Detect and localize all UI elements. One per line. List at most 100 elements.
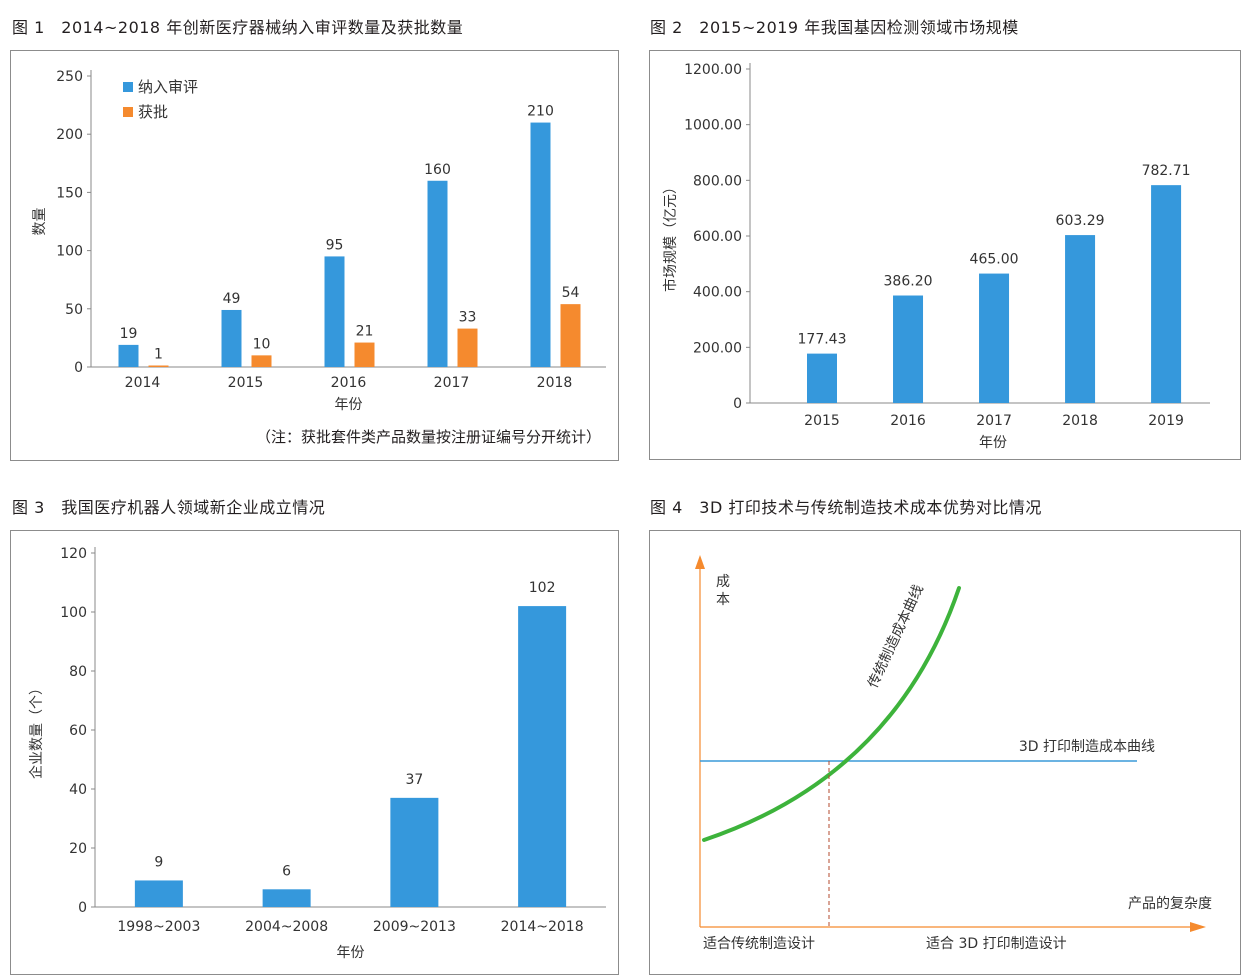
x-tick-label: 2015 xyxy=(228,375,264,391)
x-tick-label: 2009~2013 xyxy=(373,919,456,935)
bar-review xyxy=(530,122,551,367)
data-label: 465.00 xyxy=(970,252,1019,268)
y-tick-label: 800.00 xyxy=(693,173,742,189)
bar-market-size xyxy=(1065,235,1096,403)
figure-1-caption: 图 1 2014~2018 年创新医疗器械纳入审评数量及获批数量 xyxy=(12,18,464,37)
y-tick-label: 40 xyxy=(69,782,87,798)
data-label: 102 xyxy=(529,580,556,596)
y-tick-label: 0 xyxy=(733,396,742,412)
y-axis-arrow xyxy=(695,555,705,569)
y-tick-label: 80 xyxy=(69,664,87,680)
bar-review xyxy=(221,309,242,367)
bar-approved xyxy=(148,365,169,367)
bar-company-count xyxy=(262,889,311,907)
bar-approved xyxy=(251,355,272,367)
figure-1-panel: 0 50 100 150 200 250 2014 19 1 2015 49 10 2016 95 21 20… xyxy=(10,50,619,461)
data-label: 49 xyxy=(223,291,241,307)
y-tick-label: 250 xyxy=(56,69,83,85)
bar-review xyxy=(324,256,345,367)
x-tick-label: 2018 xyxy=(1062,413,1098,429)
legend-swatch xyxy=(123,107,133,117)
legend-swatch xyxy=(123,82,133,92)
series-line-traditional xyxy=(702,586,961,842)
legend-label: 获批 xyxy=(138,103,168,121)
y-tick-label: 1000.00 xyxy=(684,118,742,134)
chart-note: （注：获批套件类产品数量按注册证编号分开统计） xyxy=(256,428,601,446)
data-label: 95 xyxy=(326,237,344,253)
data-label: 9 xyxy=(154,854,163,870)
bar-market-size xyxy=(979,273,1010,403)
y-tick-label: 50 xyxy=(65,302,83,318)
figure-2-caption: 图 2 2015~2019 年我国基因检测领域市场规模 xyxy=(650,18,1019,37)
data-label: 210 xyxy=(527,104,554,120)
bar-approved xyxy=(560,304,581,367)
figure-1-chart: 0 50 100 150 200 250 2014 19 1 2015 49 10 2016 95 21 20… xyxy=(32,69,606,446)
y-tick-label: 60 xyxy=(69,723,87,739)
x-axis-title: 年份 xyxy=(335,397,363,413)
x-tick-label: 2016 xyxy=(331,375,367,391)
y-tick-label: 0 xyxy=(74,360,83,376)
x-tick-label: 2018 xyxy=(537,375,573,391)
data-label: 21 xyxy=(356,324,374,340)
data-label: 782.71 xyxy=(1142,163,1191,179)
bar-approved xyxy=(354,342,375,367)
data-label: 386.20 xyxy=(884,274,933,290)
data-label: 177.43 xyxy=(798,332,847,348)
y-tick-label: 200 xyxy=(56,127,83,143)
figure-2-panel: 0 200.00 400.00 600.00 800.00 1000.00 1200.00 1… xyxy=(649,50,1241,460)
bar-review xyxy=(118,344,139,367)
figure-3-chart: 0 20 40 60 80 100 120 9 1998~2003 6 2004~2008 37 200… xyxy=(28,546,606,961)
x-tick-label: 2014 xyxy=(125,375,161,391)
bar-market-size xyxy=(1151,185,1182,403)
x-axis-title: 年份 xyxy=(337,945,365,961)
figure-2-chart: 0 200.00 400.00 600.00 800.00 1000.00 1200.00 1… xyxy=(662,62,1210,451)
bar-company-count xyxy=(390,797,439,907)
data-label: 10 xyxy=(253,336,271,352)
x-tick-label: 2015 xyxy=(804,413,840,429)
x-axis-title: 产品的复杂度 xyxy=(1128,895,1212,912)
y-tick-label: 0 xyxy=(78,900,87,916)
y-tick-label: 1200.00 xyxy=(684,62,742,78)
bar-company-count xyxy=(134,880,183,907)
series-label-3d-printing: 3D 打印制造成本曲线 xyxy=(1019,738,1155,755)
data-label: 160 xyxy=(424,162,451,178)
y-axis-title: 数量 xyxy=(32,208,48,236)
bar-company-count xyxy=(518,606,567,907)
y-axis-title: 企业数量（个） xyxy=(28,681,45,779)
x-tick-label: 1998~2003 xyxy=(117,919,200,935)
y-tick-label: 100 xyxy=(60,605,87,621)
data-label: 54 xyxy=(562,285,580,301)
figure-3-panel: 0 20 40 60 80 100 120 9 1998~2003 6 2004~2008 37 200… xyxy=(10,530,619,975)
x-tick-label: 2004~2008 xyxy=(245,919,328,935)
region-label-3d-printing: 适合 3D 打印制造设计 xyxy=(926,935,1067,952)
y-tick-label: 100 xyxy=(56,244,83,260)
x-tick-label: 2016 xyxy=(890,413,926,429)
x-tick-label: 2017 xyxy=(434,375,470,391)
y-tick-label: 150 xyxy=(56,185,83,201)
y-axis-title-part: 成 xyxy=(716,574,730,590)
y-axis-title: 市场规模（亿元） xyxy=(662,180,679,292)
x-axis-title: 年份 xyxy=(979,435,1007,451)
y-tick-label: 20 xyxy=(69,841,87,857)
figure-4-panel: 成本产品的复杂度 3D 打印制造成本曲线 传统制造成本曲线 适合传统制造设计 适合 3D… xyxy=(649,530,1241,975)
bar-market-size xyxy=(893,295,924,403)
bar-review xyxy=(427,180,448,367)
y-tick-label: 120 xyxy=(60,546,87,562)
y-tick-label: 400.00 xyxy=(693,285,742,301)
x-tick-label: 2014~2018 xyxy=(501,919,584,935)
x-axis-arrow xyxy=(1190,922,1206,932)
region-label-traditional: 适合传统制造设计 xyxy=(703,936,815,952)
data-label: 37 xyxy=(405,772,423,788)
y-tick-label: 600.00 xyxy=(693,229,742,245)
data-label: 1 xyxy=(154,347,163,363)
figure-3-caption: 图 3 我国医疗机器人领域新企业成立情况 xyxy=(12,498,326,517)
y-tick-label: 200.00 xyxy=(693,340,742,356)
bar-approved xyxy=(457,328,478,367)
data-label: 6 xyxy=(282,863,291,879)
x-tick-label: 2017 xyxy=(976,413,1012,429)
bar-market-size xyxy=(807,353,837,403)
y-axis-title-part: 本 xyxy=(716,592,730,608)
data-label: 603.29 xyxy=(1056,213,1105,229)
figure-4-caption: 图 4 3D 打印技术与传统制造技术成本优势对比情况 xyxy=(650,498,1042,517)
